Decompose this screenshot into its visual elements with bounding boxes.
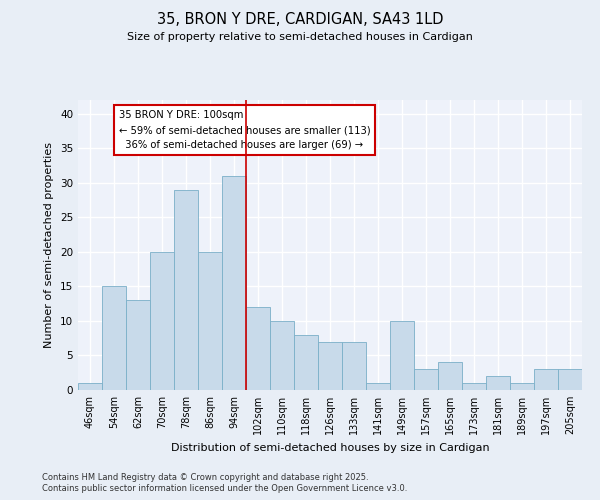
Bar bbox=[222, 176, 246, 390]
Text: Contains public sector information licensed under the Open Government Licence v3: Contains public sector information licen… bbox=[42, 484, 407, 493]
Bar bbox=[318, 342, 342, 390]
Bar bbox=[414, 370, 438, 390]
Text: Contains HM Land Registry data © Crown copyright and database right 2025.: Contains HM Land Registry data © Crown c… bbox=[42, 472, 368, 482]
Bar bbox=[78, 383, 102, 390]
Bar bbox=[438, 362, 462, 390]
Bar bbox=[342, 342, 366, 390]
Bar bbox=[462, 383, 486, 390]
Text: 35, BRON Y DRE, CARDIGAN, SA43 1LD: 35, BRON Y DRE, CARDIGAN, SA43 1LD bbox=[157, 12, 443, 28]
Bar bbox=[174, 190, 198, 390]
Bar bbox=[486, 376, 510, 390]
Text: 35 BRON Y DRE: 100sqm
← 59% of semi-detached houses are smaller (113)
  36% of s: 35 BRON Y DRE: 100sqm ← 59% of semi-deta… bbox=[119, 110, 370, 150]
Text: Size of property relative to semi-detached houses in Cardigan: Size of property relative to semi-detach… bbox=[127, 32, 473, 42]
Bar bbox=[150, 252, 174, 390]
Bar bbox=[126, 300, 150, 390]
Bar bbox=[246, 307, 270, 390]
Bar bbox=[510, 383, 534, 390]
Y-axis label: Number of semi-detached properties: Number of semi-detached properties bbox=[44, 142, 55, 348]
Bar bbox=[294, 335, 318, 390]
X-axis label: Distribution of semi-detached houses by size in Cardigan: Distribution of semi-detached houses by … bbox=[170, 442, 490, 452]
Bar bbox=[270, 321, 294, 390]
Bar bbox=[102, 286, 126, 390]
Bar bbox=[198, 252, 222, 390]
Bar bbox=[366, 383, 390, 390]
Bar bbox=[390, 321, 414, 390]
Bar bbox=[558, 370, 582, 390]
Bar bbox=[534, 370, 558, 390]
